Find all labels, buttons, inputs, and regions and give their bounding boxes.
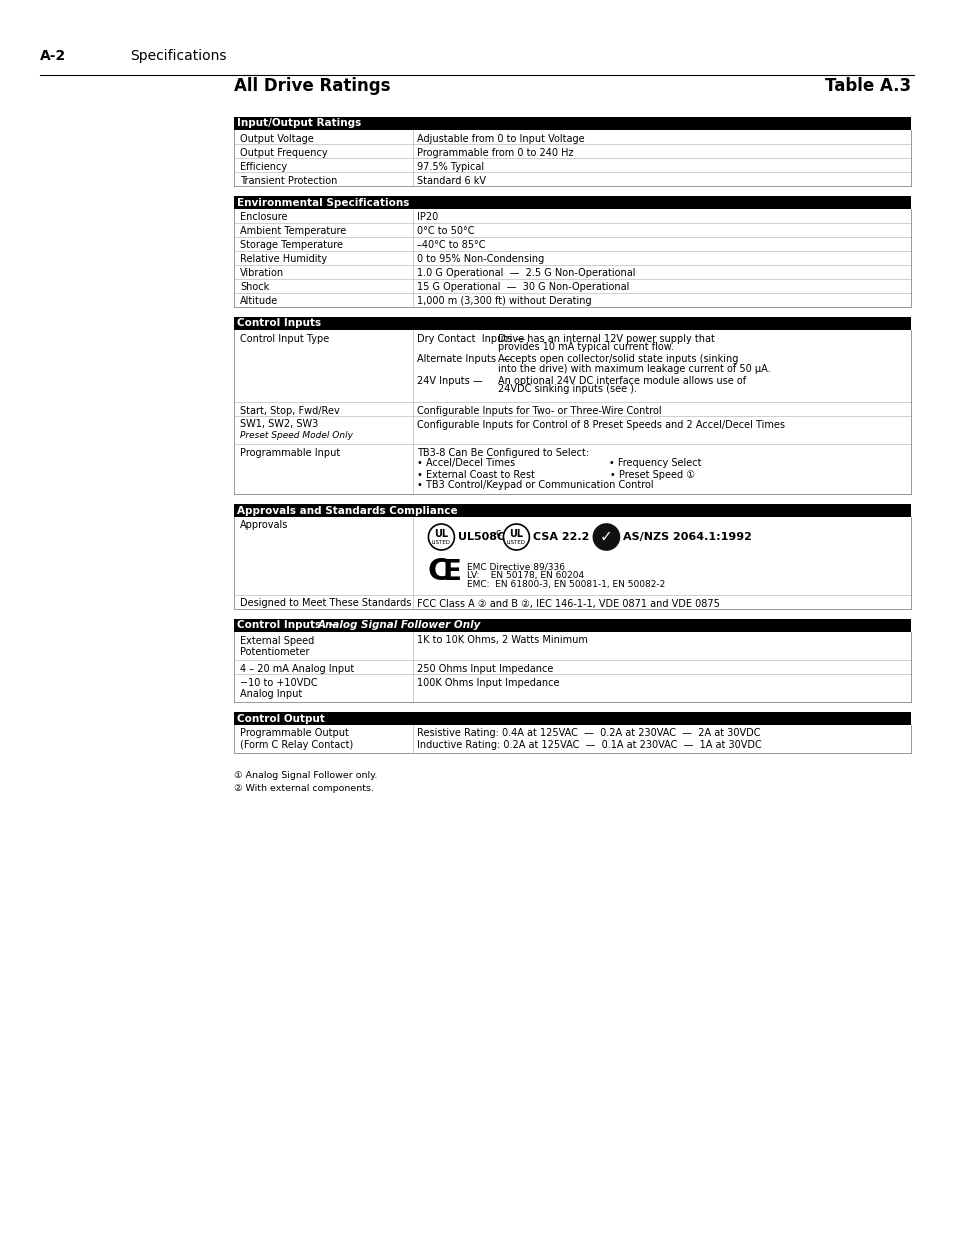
Text: 1K to 10K Ohms, 2 Watts Minimum: 1K to 10K Ohms, 2 Watts Minimum	[417, 636, 588, 646]
Text: Control Output: Control Output	[236, 714, 325, 724]
Text: Control Inputs: Control Inputs	[236, 319, 321, 329]
Text: EMC Directive 89/336: EMC Directive 89/336	[467, 562, 565, 571]
Text: LISTED: LISTED	[506, 540, 525, 545]
Text: Accepts open collector/solid state inputs (sinking: Accepts open collector/solid state input…	[497, 354, 738, 364]
Text: Environmental Specifications: Environmental Specifications	[236, 198, 409, 207]
Text: 0 to 95% Non-Condensing: 0 to 95% Non-Condensing	[417, 254, 544, 264]
Text: Programmable from 0 to 240 Hz: Programmable from 0 to 240 Hz	[417, 147, 574, 158]
Text: An optional 24V DC interface module allows use of: An optional 24V DC interface module allo…	[497, 375, 746, 385]
Text: Input/Output Ratings: Input/Output Ratings	[236, 119, 361, 128]
Text: Shock: Shock	[240, 283, 269, 293]
Text: 1,000 m (3,300 ft) without Derating: 1,000 m (3,300 ft) without Derating	[417, 296, 592, 306]
Text: Configurable Inputs for Two- or Three-Wire Control: Configurable Inputs for Two- or Three-Wi…	[417, 405, 661, 415]
Text: 15 G Operational  —  30 G Non-Operational: 15 G Operational — 30 G Non-Operational	[417, 283, 629, 293]
Text: Table A.3: Table A.3	[824, 77, 910, 95]
Text: Ambient Temperature: Ambient Temperature	[240, 226, 346, 236]
Text: E: E	[442, 558, 461, 585]
Text: LISTED: LISTED	[432, 540, 451, 545]
Text: Configurable Inputs for Control of 8 Preset Speeds and 2 Accel/Decel Times: Configurable Inputs for Control of 8 Pre…	[417, 420, 784, 430]
Text: –40°C to 85°C: –40°C to 85°C	[417, 241, 485, 251]
Text: C: C	[427, 557, 449, 587]
Text: Adjustable from 0 to Input Voltage: Adjustable from 0 to Input Voltage	[417, 133, 584, 143]
Text: Output Voltage: Output Voltage	[240, 133, 314, 143]
Bar	[233, 619, 910, 632]
Circle shape	[593, 524, 618, 550]
Text: All Drive Ratings: All Drive Ratings	[233, 77, 390, 95]
Text: Specifications: Specifications	[130, 49, 226, 63]
Text: 97.5% Typical: 97.5% Typical	[417, 162, 484, 172]
Text: IP20: IP20	[417, 212, 438, 222]
Text: 1.0 G Operational  —  2.5 G Non-Operational: 1.0 G Operational — 2.5 G Non-Operationa…	[417, 268, 636, 279]
Text: ② With external components.: ② With external components.	[233, 784, 374, 793]
Text: A-2: A-2	[40, 49, 66, 63]
Text: Dry Contact  Inputs —: Dry Contact Inputs —	[417, 333, 525, 343]
Text: 0°C to 50°C: 0°C to 50°C	[417, 226, 475, 236]
Text: FCC Class A ② and B ②, IEC 146-1-1, VDE 0871 and VDE 0875: FCC Class A ② and B ②, IEC 146-1-1, VDE …	[417, 599, 720, 609]
Text: 100K Ohms Input Impedance: 100K Ohms Input Impedance	[417, 678, 559, 688]
Text: Drive has an internal 12V power supply that: Drive has an internal 12V power supply t…	[497, 333, 715, 343]
Text: ① Analog Signal Follower only.: ① Analog Signal Follower only.	[233, 771, 377, 781]
Text: provides 10 mA typical current flow.: provides 10 mA typical current flow.	[497, 342, 674, 352]
Text: Vibration: Vibration	[240, 268, 284, 279]
Text: • Accel/Decel Times                              • Frequency Select: • Accel/Decel Times • Frequency Select	[417, 458, 701, 468]
Text: Storage Temperature: Storage Temperature	[240, 241, 343, 251]
Text: Output Frequency: Output Frequency	[240, 147, 327, 158]
Text: 24VDC sinking inputs (see ).: 24VDC sinking inputs (see ).	[497, 384, 637, 394]
Text: 250 Ohms Input Impedance: 250 Ohms Input Impedance	[417, 663, 553, 673]
Text: c: c	[496, 529, 500, 538]
Text: −10 to +10VDC
Analog Input: −10 to +10VDC Analog Input	[240, 678, 317, 699]
Text: ✓: ✓	[599, 530, 612, 545]
Text: Designed to Meet These Standards: Designed to Meet These Standards	[240, 599, 411, 609]
Bar	[233, 117, 910, 130]
Text: Programmable Output
(Form C Relay Contact): Programmable Output (Form C Relay Contac…	[240, 729, 353, 750]
Bar	[233, 196, 910, 209]
Text: • TB3 Control/Keypad or Communication Control: • TB3 Control/Keypad or Communication Co…	[417, 480, 654, 490]
Text: EMC:  EN 61800-3, EN 50081-1, EN 50082-2: EMC: EN 61800-3, EN 50081-1, EN 50082-2	[467, 580, 665, 589]
Text: UL: UL	[509, 529, 523, 538]
Text: Resistive Rating: 0.4A at 125VAC  —  0.2A at 230VAC  —  2A at 30VDC
Inductive Ra: Resistive Rating: 0.4A at 125VAC — 0.2A …	[417, 729, 761, 750]
Text: 24V Inputs —: 24V Inputs —	[417, 375, 482, 385]
Text: Control Input Type: Control Input Type	[240, 333, 329, 343]
Text: • External Coast to Rest                        • Preset Speed ①: • External Coast to Rest • Preset Speed …	[417, 469, 695, 479]
Text: Approvals: Approvals	[240, 520, 288, 531]
Text: Altitude: Altitude	[240, 296, 278, 306]
Text: Transient Protection: Transient Protection	[240, 175, 337, 185]
Bar	[233, 317, 910, 330]
Text: SW1, SW2, SW3: SW1, SW2, SW3	[240, 420, 318, 430]
Text: AS/NZS 2064.1:1992: AS/NZS 2064.1:1992	[622, 532, 752, 542]
Text: Enclosure: Enclosure	[240, 212, 287, 222]
Text: Efficiency: Efficiency	[240, 162, 287, 172]
Text: External Speed
Potentiometer: External Speed Potentiometer	[240, 636, 314, 657]
Text: Relative Humidity: Relative Humidity	[240, 254, 327, 264]
Text: LV:    EN 50178, EN 60204: LV: EN 50178, EN 60204	[467, 571, 584, 580]
Text: Programmable Input: Programmable Input	[240, 447, 340, 457]
Text: Preset Speed Model Only: Preset Speed Model Only	[240, 431, 353, 440]
Text: Approvals and Standards Compliance: Approvals and Standards Compliance	[236, 505, 457, 515]
Bar	[233, 713, 910, 725]
Text: Alternate Inputs  —: Alternate Inputs —	[417, 354, 512, 364]
Text: Standard 6 kV: Standard 6 kV	[417, 175, 486, 185]
Text: 4 – 20 mA Analog Input: 4 – 20 mA Analog Input	[240, 663, 354, 673]
Text: Start, Stop, Fwd/Rev: Start, Stop, Fwd/Rev	[240, 405, 339, 415]
Text: Control Inputs  —: Control Inputs —	[236, 620, 346, 631]
Text: into the drive) with maximum leakage current of 50 μA.: into the drive) with maximum leakage cur…	[497, 363, 770, 373]
Text: TB3-8 Can Be Configured to Select:: TB3-8 Can Be Configured to Select:	[417, 447, 589, 457]
Text: UL508C: UL508C	[458, 532, 505, 542]
Text: Analog Signal Follower Only: Analog Signal Follower Only	[317, 620, 480, 631]
Text: UL: UL	[434, 529, 448, 538]
Text: CSA 22.2: CSA 22.2	[533, 532, 589, 542]
Bar	[233, 504, 910, 517]
